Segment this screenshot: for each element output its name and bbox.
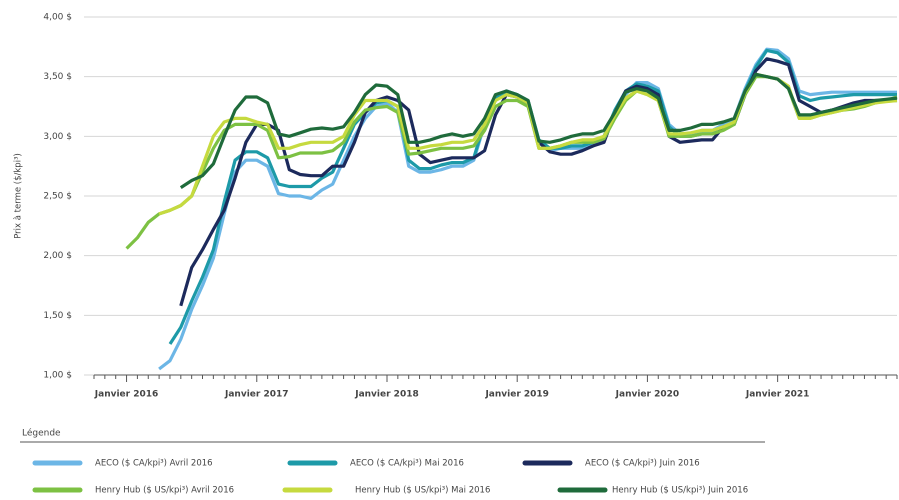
legend-label: Henry Hub ($ US/kpi³) Mai 2016 — [355, 486, 490, 496]
y-tick-label: 1,50 $ — [43, 311, 72, 321]
y-tick-label: 3,50 $ — [43, 72, 72, 82]
legend-label: AECO ($ CA/kpi³) Mai 2016 — [350, 459, 464, 469]
y-tick-label: 2,50 $ — [43, 192, 72, 202]
series-line — [158, 72, 898, 216]
legend-label: Henry Hub ($ US/kpi³) Avril 2016 — [95, 486, 234, 496]
x-tick-label: Janvier 2019 — [484, 390, 549, 400]
x-tick-label: Janvier 2017 — [224, 390, 289, 400]
x-tick-label: Janvier 2020 — [615, 390, 680, 400]
y-tick-label: 2,00 $ — [43, 251, 72, 261]
y-tick-label: 1,00 $ — [43, 371, 72, 381]
x-tick-label: Janvier 2018 — [354, 390, 419, 400]
y-tick-label: 3,00 $ — [43, 132, 72, 142]
y-axis-label: Prix à terme ($/kpi³) — [14, 153, 24, 239]
series-line — [158, 47, 897, 371]
x-tick-label: Janvier 2021 — [745, 390, 810, 400]
legend-label: AECO ($ CA/kpi³) Juin 2016 — [585, 459, 700, 469]
legend-label: AECO ($ CA/kpi³) Avril 2016 — [95, 459, 213, 469]
series-line — [179, 72, 898, 189]
legend-title: Légende — [22, 428, 61, 439]
x-tick-label: Janvier 2016 — [94, 390, 159, 400]
series-line — [168, 48, 897, 345]
legend-label: Henry Hub ($ US/kpi³) Juin 2016 — [612, 486, 748, 496]
y-tick-label: 4,00 $ — [43, 13, 72, 23]
